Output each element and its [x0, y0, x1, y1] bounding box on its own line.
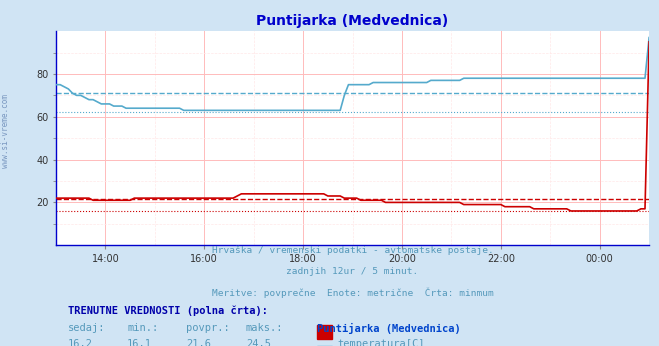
- Text: 24,5: 24,5: [246, 339, 271, 346]
- Text: sedaj:: sedaj:: [68, 323, 105, 333]
- Text: zadnjih 12ur / 5 minut.: zadnjih 12ur / 5 minut.: [287, 267, 418, 276]
- Bar: [317, 325, 331, 339]
- Text: Hrvaška / vremenski podatki - avtomatske postaje.: Hrvaška / vremenski podatki - avtomatske…: [212, 245, 494, 255]
- Text: www.si-vreme.com: www.si-vreme.com: [1, 94, 10, 169]
- Text: min.:: min.:: [127, 323, 158, 333]
- Text: Meritve: povprečne  Enote: metrične  Črta: minmum: Meritve: povprečne Enote: metrične Črta:…: [212, 287, 494, 298]
- Text: 16,2: 16,2: [68, 339, 93, 346]
- Text: temperatura[C]: temperatura[C]: [338, 339, 425, 346]
- Text: maks.:: maks.:: [246, 323, 283, 333]
- Text: 16,1: 16,1: [127, 339, 152, 346]
- Text: Puntijarka (Medvednica): Puntijarka (Medvednica): [317, 323, 461, 334]
- Text: 21,6: 21,6: [186, 339, 212, 346]
- Text: Puntijarka (Medvednica): Puntijarka (Medvednica): [256, 14, 449, 28]
- Text: TRENUTNE VREDNOSTI (polna črta):: TRENUTNE VREDNOSTI (polna črta):: [68, 306, 268, 316]
- Text: povpr.:: povpr.:: [186, 323, 230, 333]
